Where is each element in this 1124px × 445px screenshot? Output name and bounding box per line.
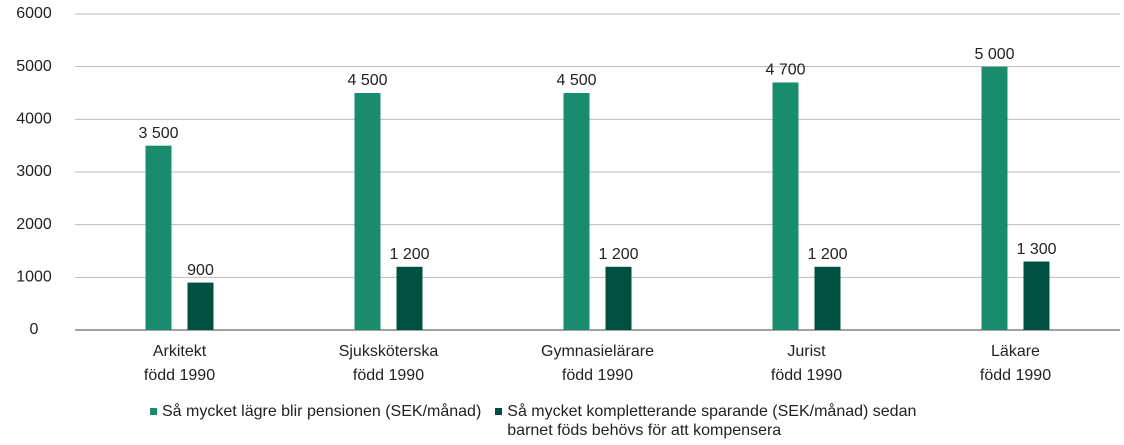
legend-label: Så mycket lägre blir pensionen (SEK/måna… [162,403,482,420]
bar [1023,261,1050,330]
bar [563,93,590,330]
y-tick-label: 2000 [16,216,52,233]
value-label: 4 500 [556,72,596,89]
bar [145,145,172,330]
y-tick-label: 6000 [16,5,52,22]
bar [354,93,381,330]
value-label: 5 000 [974,46,1014,63]
legend-swatch [495,408,503,415]
legend-swatch [150,408,157,415]
x-tick-label: Läkare [991,343,1040,360]
y-tick-label: 3000 [16,163,52,180]
value-label: 1 300 [1016,241,1056,258]
x-tick-label: född 1990 [562,367,633,384]
bar [814,266,841,330]
x-tick-label: född 1990 [980,367,1051,384]
value-label: 3 500 [138,125,178,142]
y-tick-label: 1000 [16,269,52,286]
y-tick-label: 0 [30,321,39,338]
value-label: 4 700 [765,62,805,79]
x-tick-label: Jurist [787,343,826,360]
x-tick-label: född 1990 [771,367,842,384]
value-label: 4 500 [347,72,387,89]
value-label: 900 [187,262,214,279]
bar [396,266,423,330]
x-tick-label: Sjuksköterska [339,343,439,360]
bar [187,282,214,330]
legend-item: Så mycket lägre blir pensionen (SEK/måna… [150,402,481,440]
y-tick-label: 4000 [16,111,52,128]
legend-label: Så mycket kompletterande sparande (SEK/m… [507,403,917,439]
x-tick-label: Gymnasielärare [541,343,654,360]
x-tick-label: född 1990 [144,367,215,384]
value-label: 1 200 [598,246,638,263]
y-tick-label: 5000 [16,58,52,75]
legend: Så mycket lägre blir pensionen (SEK/måna… [150,402,937,440]
x-tick-label: Arkitekt [153,343,207,360]
value-label: 1 200 [389,246,429,263]
bar [772,82,799,330]
x-tick-label: född 1990 [353,367,424,384]
bar [981,66,1008,331]
legend-item: Så mycket kompletterande sparande (SEK/m… [495,402,937,440]
value-label: 1 200 [807,246,847,263]
chart: 0 1000 2000 3000 4000 5000 6000 Arkitekt född 19… [16,5,1120,384]
bar [605,266,632,330]
